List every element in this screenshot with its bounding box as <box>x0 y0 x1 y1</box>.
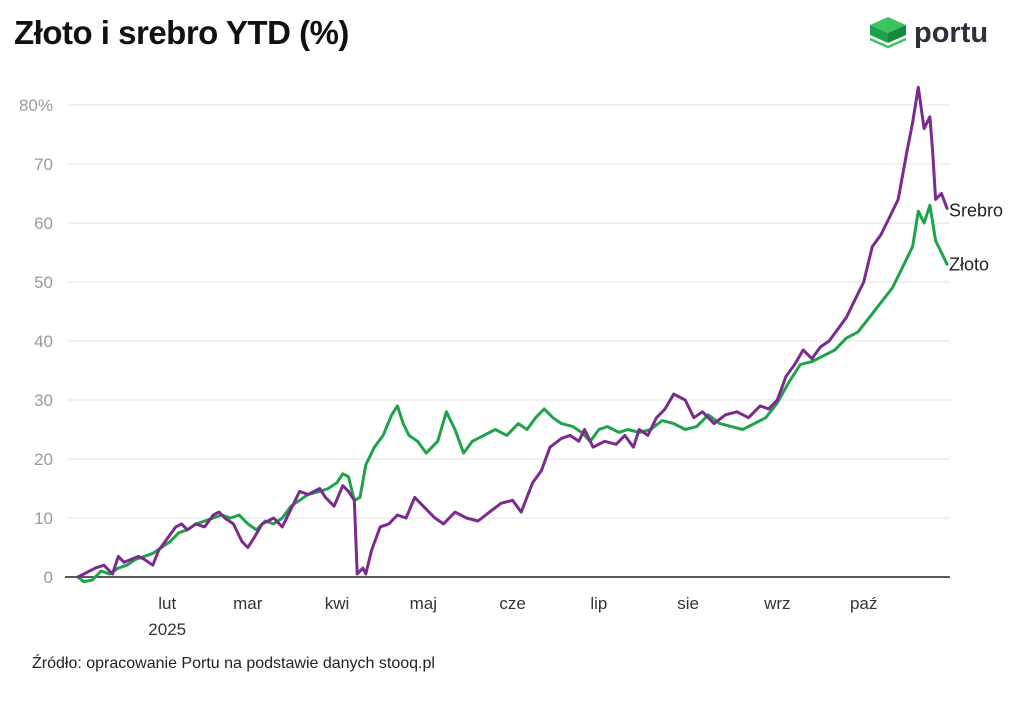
portu-logo: portu <box>866 12 1006 60</box>
y-tick-label: 30 <box>34 391 53 410</box>
y-tick-label: 50 <box>34 273 53 292</box>
x-tick-label: lut <box>158 594 176 613</box>
y-tick-label: 80% <box>19 96 53 115</box>
y-tick-label: 0 <box>44 568 53 587</box>
series-label-srebro: Srebro <box>949 200 1003 220</box>
source-note: Źródło: opracowanie Portu na podstawie d… <box>32 655 435 672</box>
y-tick-label: 10 <box>34 509 53 528</box>
y-tick-label: 60 <box>34 214 53 233</box>
x-tick-label: lip <box>590 594 607 613</box>
x-tick-label: kwi <box>325 594 350 613</box>
y-tick-label: 20 <box>34 450 53 469</box>
x-tick-label: maj <box>410 594 437 613</box>
x-tick-sublabel: 2025 <box>148 620 186 639</box>
x-tick-label: wrz <box>763 594 790 613</box>
x-tick-label: cze <box>499 594 525 613</box>
series-label-zloto: Złoto <box>949 254 989 274</box>
ytd-line-chart: 0 10 20 30 40 50 60 70 80% lut 2025 mar kwi maj cze lip… <box>19 85 1003 639</box>
page-title: Złoto i srebro YTD (%) <box>14 14 349 51</box>
y-tick-label: 40 <box>34 332 53 351</box>
portu-cube-icon <box>869 17 907 49</box>
series-line-srebro <box>76 85 949 579</box>
y-tick-label: 70 <box>34 155 53 174</box>
x-tick-label: sie <box>677 594 699 613</box>
x-tick-label: mar <box>233 594 263 613</box>
portu-logo-text: portu <box>914 17 989 49</box>
x-tick-label: paź <box>850 594 877 613</box>
series-line-zloto <box>76 203 949 584</box>
